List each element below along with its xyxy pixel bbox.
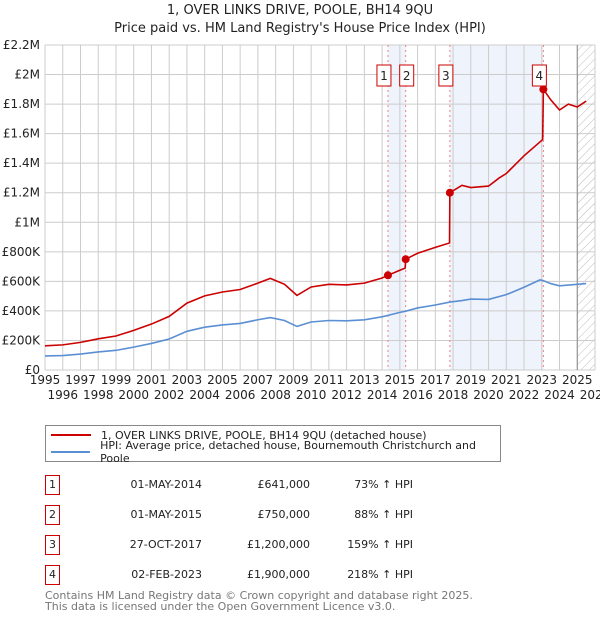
sale-hpi-change: 73% ↑ HPI <box>354 478 413 491</box>
sale-marker-label: 1 <box>380 69 388 83</box>
x-tick-label: 2006 <box>225 388 256 402</box>
x-tick-label: 2013 <box>349 373 380 387</box>
x-tick-label: 1996 <box>47 388 78 402</box>
sale-date: 27-OCT-2017 <box>129 538 202 551</box>
x-tick-label: 2003 <box>172 373 203 387</box>
y-tick-label: £2M <box>14 68 40 82</box>
sale-date: 01-MAY-2014 <box>130 478 202 491</box>
legend-swatch-blue <box>51 451 91 453</box>
legend-item-hpi: HPI: Average price, detached house, Bour… <box>51 439 500 465</box>
y-tick-label: £400K <box>2 304 42 318</box>
y-tick-label: £1.8M <box>3 97 40 111</box>
chart-title: 1, OVER LINKS DRIVE, POOLE, BH14 9QU <box>166 3 434 18</box>
x-tick-label: 2026 <box>580 388 600 402</box>
sale-marker-label: 4 <box>536 69 544 83</box>
x-tick-label: 2010 <box>296 388 327 402</box>
sale-price: £1,200,000 <box>247 538 310 551</box>
x-tick-label: 2011 <box>314 373 345 387</box>
footer: Contains HM Land Registry data © Crown c… <box>45 590 473 612</box>
x-tick-label: 2004 <box>189 388 220 402</box>
legend-item-property: 1, OVER LINKS DRIVE, POOLE, BH14 9QU (de… <box>51 427 427 443</box>
sale-point <box>445 188 454 197</box>
x-tick-label: 2005 <box>207 373 238 387</box>
shaded-period <box>449 45 544 370</box>
y-tick-label: £1.6M <box>3 127 40 141</box>
x-tick-label: 2022 <box>509 388 540 402</box>
sale-row: 1 01-MAY-2014 £641,000 73% ↑ HPI <box>45 475 425 495</box>
footer-licence: This data is licensed under the Open Gov… <box>45 600 396 613</box>
footer-copyright: Contains HM Land Registry data © Crown c… <box>45 589 473 602</box>
sale-hpi-change: 218% ↑ HPI <box>347 568 413 581</box>
x-tick-label: 2009 <box>278 373 309 387</box>
sale-row: 4 02-FEB-2023 £1,900,000 218% ↑ HPI <box>45 565 425 585</box>
sale-marker-label: 2 <box>45 505 60 525</box>
hpi-line <box>44 279 587 357</box>
y-tick-label: £1.4M <box>3 156 40 170</box>
sale-price: £641,000 <box>257 478 311 491</box>
sale-marker-label: 3 <box>442 69 450 83</box>
x-tick-label: 2025 <box>562 373 593 387</box>
x-tick-label: 2001 <box>136 373 167 387</box>
x-tick-label: 2015 <box>385 373 416 387</box>
y-tick-label: £600K <box>2 274 42 288</box>
y-tick-label: £1.2M <box>3 186 40 200</box>
forecast-hatch <box>577 45 595 370</box>
x-tick-label: 2021 <box>491 373 522 387</box>
legend-swatch-red <box>51 434 91 436</box>
x-tick-label: 1997 <box>65 373 96 387</box>
sale-marker-label: 4 <box>45 565 60 585</box>
sale-point <box>383 271 392 280</box>
y-tick-label: £800K <box>2 245 42 259</box>
sale-row: 2 01-MAY-2015 £750,000 88% ↑ HPI <box>45 505 425 525</box>
x-tick-label: 2002 <box>154 388 185 402</box>
x-tick-label: 2000 <box>118 388 149 402</box>
sale-price: £1,900,000 <box>247 568 310 581</box>
x-tick-label: 2020 <box>473 388 504 402</box>
x-tick-label: 1998 <box>83 388 114 402</box>
legend-label: 1, OVER LINKS DRIVE, POOLE, BH14 9QU (de… <box>101 428 427 442</box>
x-tick-label: 2019 <box>456 373 487 387</box>
sale-hpi-change: 159% ↑ HPI <box>347 538 413 551</box>
x-tick-label: 1995 <box>30 373 61 387</box>
sale-point <box>539 85 548 94</box>
sale-marker-box <box>376 64 392 87</box>
x-tick-label: 2024 <box>544 388 575 402</box>
x-tick-label: 2023 <box>527 373 558 387</box>
y-tick-label: £200K <box>2 333 42 347</box>
x-tick-label: 2014 <box>367 388 398 402</box>
shaded-period <box>387 45 406 370</box>
y-tick-label: £1M <box>14 215 40 229</box>
x-tick-label: 2008 <box>260 388 291 402</box>
sale-price: £750,000 <box>257 508 311 521</box>
chart-subtitle: Price paid vs. HM Land Registry's House … <box>114 21 486 36</box>
legend: 1, OVER LINKS DRIVE, POOLE, BH14 9QU (de… <box>45 425 501 465</box>
sale-date: 01-MAY-2015 <box>130 508 202 521</box>
y-tick-label: £0 <box>25 363 40 377</box>
sale-date: 02-FEB-2023 <box>131 568 202 581</box>
x-tick-label: 2012 <box>331 388 362 402</box>
x-tick-label: 2007 <box>243 373 274 387</box>
sale-marker-box <box>399 64 415 87</box>
sale-marker-box <box>531 64 547 87</box>
sale-marker-box <box>438 64 454 87</box>
price-chart: 1995199619971998199920002001200220032004… <box>2 38 600 402</box>
sale-marker-label: 3 <box>45 535 60 555</box>
x-tick-label: 2017 <box>420 373 451 387</box>
sale-row: 3 27-OCT-2017 £1,200,000 159% ↑ HPI <box>45 535 425 555</box>
sale-marker-label: 1 <box>45 475 60 495</box>
sale-marker-label: 2 <box>403 69 411 83</box>
x-tick-label: 2018 <box>438 388 469 402</box>
x-tick-label: 2016 <box>402 388 433 402</box>
legend-label: HPI: Average price, detached house, Bour… <box>100 439 477 465</box>
x-tick-label: 1999 <box>101 373 132 387</box>
sale-hpi-change: 88% ↑ HPI <box>354 508 413 521</box>
y-tick-label: £2.2M <box>3 38 40 52</box>
sale-point <box>401 255 410 264</box>
